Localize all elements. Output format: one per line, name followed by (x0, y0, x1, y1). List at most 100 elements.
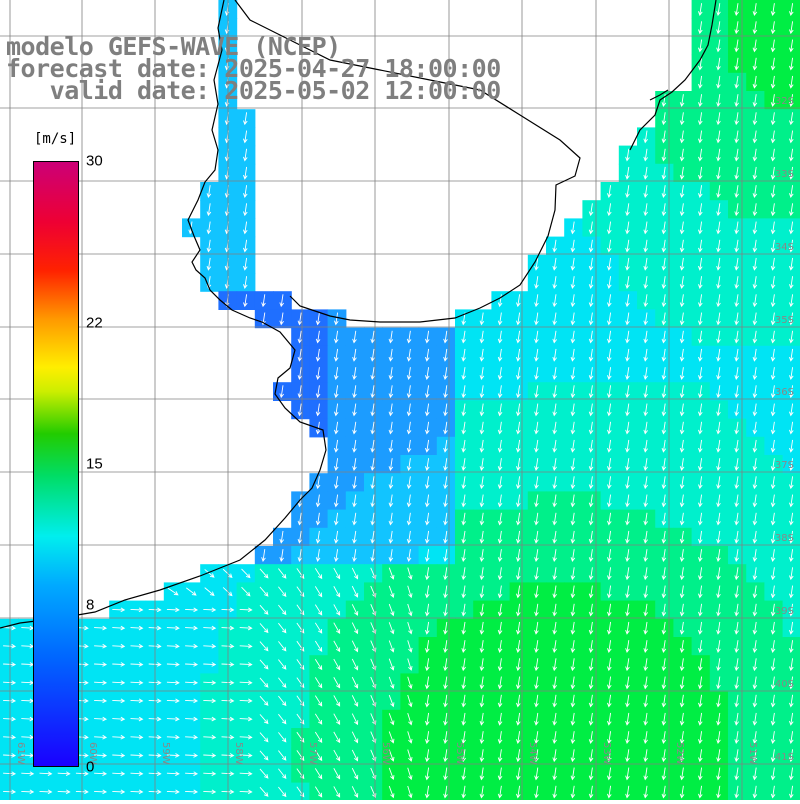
wind-arrow (516, 494, 521, 508)
wind-arrow (661, 403, 667, 417)
wind-arrow (625, 603, 630, 617)
wind-arrow (679, 185, 685, 198)
wind-arrow (734, 112, 739, 126)
wind-arrow (406, 439, 412, 453)
wind-arrow (752, 676, 758, 690)
wind-arrow (497, 549, 503, 562)
wind-arrow (351, 567, 359, 580)
wind-arrow (789, 567, 794, 581)
wind-arrow (261, 549, 266, 562)
wind-arrow (388, 403, 394, 417)
wind-arrow (278, 604, 287, 616)
wind-arrow (643, 312, 648, 326)
wind-arrow (752, 494, 758, 508)
wind-arrow (716, 94, 721, 107)
wind-arrow (625, 749, 630, 763)
wind-arrow (588, 767, 594, 781)
wind-arrow (185, 625, 199, 631)
wind-arrow (314, 768, 323, 780)
wind-arrow (679, 731, 685, 744)
wind-arrow (534, 731, 539, 744)
wind-arrow (716, 21, 721, 35)
wind-arrow (607, 785, 612, 799)
wind-arrow (222, 568, 233, 579)
wind-arrow (259, 659, 269, 670)
wind-arrow (661, 585, 667, 599)
wind-arrow (570, 785, 576, 799)
wind-arrow (279, 294, 284, 308)
wind-arrow (221, 643, 235, 649)
wind-arrow (770, 221, 776, 235)
wind-arrow (734, 403, 739, 417)
wind-arrow (607, 640, 612, 653)
wind-arrow (296, 750, 305, 761)
wind-arrow (752, 75, 758, 89)
wind-arrow (479, 348, 485, 362)
wind-arrow (770, 312, 776, 326)
wind-arrow (716, 549, 721, 562)
wind-arrow (534, 694, 539, 708)
wind-arrow (643, 185, 648, 198)
wind-arrow (406, 403, 412, 417)
wind-arrow (625, 476, 630, 490)
wind-arrow (734, 203, 739, 217)
wind-arrow (570, 403, 576, 417)
wind-arrow (607, 367, 612, 380)
wind-arrow (625, 567, 630, 581)
wind-arrow (789, 257, 794, 271)
wind-arrow (661, 367, 667, 380)
wind-arrow (94, 643, 108, 649)
wind-arrow (552, 658, 557, 672)
wind-arrow (221, 771, 235, 776)
wind-arrow (588, 512, 594, 526)
wind-arrow (698, 549, 703, 562)
wind-arrow (479, 676, 485, 690)
wind-arrow (130, 662, 144, 667)
wind-arrow (734, 185, 739, 198)
wind-arrow (407, 640, 413, 653)
wind-arrow (497, 676, 503, 690)
wind-arrow (443, 712, 448, 726)
wind-arrow (588, 731, 594, 744)
wind-arrow (789, 494, 794, 508)
wind-arrow (243, 203, 248, 217)
wind-arrow (570, 640, 576, 653)
wind-arrow (625, 712, 630, 726)
wind-arrow (770, 603, 776, 617)
wind-arrow (588, 403, 594, 417)
wind-arrow (734, 585, 739, 599)
wind-arrow (588, 330, 594, 344)
wind-arrow (679, 694, 685, 708)
wind-arrow (259, 568, 269, 579)
wind-arrow (21, 771, 35, 776)
wind-arrow (734, 276, 739, 289)
wind-arrow (734, 330, 739, 344)
wind-arrow (130, 771, 144, 776)
wind-arrow (425, 494, 430, 508)
wind-arrow (789, 476, 794, 490)
wind-arrow (734, 3, 739, 16)
wind-arrow (222, 587, 233, 597)
wind-arrow (479, 567, 485, 581)
wind-arrow (461, 421, 466, 435)
wind-arrow (57, 789, 71, 795)
wind-arrow (534, 312, 539, 326)
wind-arrow (789, 512, 794, 526)
lat-label: 39S (775, 606, 794, 617)
wind-arrow (239, 680, 253, 685)
wind-arrow (351, 767, 359, 780)
wind-arrow (497, 403, 503, 417)
wind-arrow (716, 294, 721, 308)
wind-arrow (333, 768, 341, 780)
wind-arrow (625, 421, 630, 435)
wind-arrow (770, 530, 776, 544)
wind-arrow (279, 549, 284, 562)
wind-arrow (407, 622, 413, 635)
wind-arrow (570, 476, 576, 490)
wind-arrow (497, 367, 503, 380)
wind-arrow (789, 166, 794, 180)
wind-arrow (279, 530, 284, 544)
wind-arrow (625, 185, 630, 198)
wind-arrow (39, 771, 53, 776)
wind-arrow (698, 312, 703, 326)
